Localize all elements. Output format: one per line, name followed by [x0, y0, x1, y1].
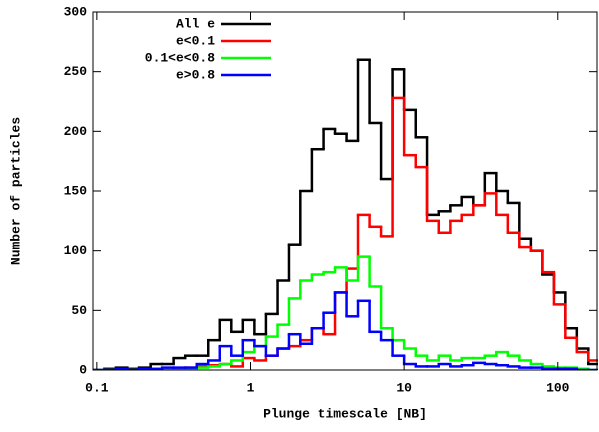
legend-label: e>0.8 [176, 67, 215, 82]
x-tick-label: 100 [546, 380, 570, 395]
legend-label: 0.1<e<0.8 [145, 50, 215, 65]
x-tick-label: 1 [247, 380, 255, 395]
x-tick-label: 0.1 [85, 380, 109, 395]
y-tick-label: 150 [64, 183, 88, 198]
y-tick-label: 0 [79, 362, 87, 377]
y-tick-label: 50 [71, 303, 87, 318]
x-axis-label: Plunge timescale [NB] [263, 406, 427, 421]
plot-area [93, 58, 598, 370]
legend-label: All e [176, 16, 215, 31]
y-axis-label: Number of particles [8, 117, 23, 265]
y-tick-label: 100 [64, 243, 88, 258]
x-tick-label: 10 [396, 380, 412, 395]
y-tick-label: 250 [64, 64, 88, 79]
legend-label: e<0.1 [176, 33, 215, 48]
y-tick-label: 200 [64, 124, 88, 139]
y-tick-label: 300 [64, 4, 88, 19]
plot-frame [92, 11, 598, 371]
